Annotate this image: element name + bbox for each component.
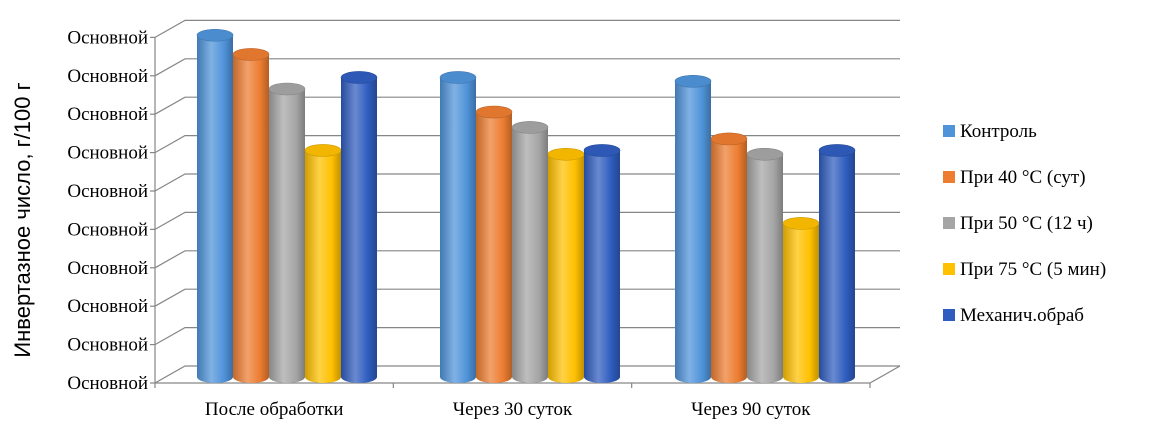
gridline [154, 365, 900, 384]
bar-body [711, 138, 747, 383]
legend-item: При 75 °С (5 мин) [943, 259, 1106, 280]
legend-item: Контроль [943, 121, 1037, 142]
bar-body [783, 223, 819, 383]
bar-top [511, 121, 549, 134]
y-tick-label: Основной [67, 335, 148, 356]
bar [547, 147, 585, 383]
gridline [154, 96, 900, 115]
legend-swatch [943, 263, 955, 275]
legend: Контроль При 40 °С (сут) При 50 °С (12 ч) П… [943, 121, 1106, 326]
gridlines [154, 19, 900, 384]
bar [232, 48, 270, 383]
y-tick-label: Основной [67, 373, 148, 394]
category-label: Через 90 суток [691, 399, 811, 420]
bar-body [512, 127, 548, 384]
gridline [154, 288, 900, 307]
gridline [154, 211, 900, 230]
bars [196, 28, 856, 384]
gridline [154, 250, 900, 269]
bar-body [584, 150, 620, 383]
bar [782, 217, 820, 383]
floor-edge [869, 365, 901, 384]
bar [475, 105, 513, 383]
bar-top [304, 144, 342, 157]
bar-body [476, 112, 512, 383]
bar-body [341, 77, 377, 383]
bar-top [547, 147, 585, 161]
legend-swatch [943, 125, 955, 137]
bar [511, 121, 549, 384]
gridline [154, 135, 900, 154]
y-tick-labels: Основной Основной Основной Основной Основной… [67, 27, 148, 394]
legend-label: Контроль [960, 121, 1037, 142]
legend-label: При 40 °С (сут) [960, 167, 1086, 188]
gridline [154, 173, 900, 192]
y-tick-label: Основной [67, 143, 148, 164]
bar-top [674, 75, 712, 88]
y-tick-label: Основной [67, 104, 148, 125]
bar-top [268, 82, 306, 96]
y-tick-label: Основной [67, 258, 148, 279]
category-label: После обработки [205, 399, 344, 420]
bar [196, 28, 234, 384]
y-tick-label: Основной [67, 27, 148, 48]
bar [710, 132, 748, 383]
bar [304, 144, 342, 383]
gridline [154, 327, 900, 346]
bar-body [305, 150, 341, 383]
legend-item: Механич.обраб [943, 305, 1084, 326]
bar [268, 82, 306, 383]
legend-swatch [943, 217, 955, 229]
legend-item: При 50 °С (12 ч) [943, 213, 1093, 234]
bar-top [583, 144, 621, 157]
bar-body [440, 77, 476, 383]
y-axis-title: Инвертазное число, г/100 г [10, 82, 35, 357]
bar-top [818, 144, 856, 157]
legend-item: При 40 °С (сут) [943, 167, 1086, 188]
bar-top [746, 147, 784, 161]
legend-label: При 50 °С (12 ч) [960, 213, 1093, 234]
category-label: Через 30 суток [453, 399, 573, 420]
bar [818, 144, 856, 383]
y-tick-label: Основной [67, 219, 148, 240]
bar-body [197, 35, 233, 384]
bar-top [782, 217, 820, 230]
bar-body [548, 154, 584, 383]
legend-swatch [943, 309, 955, 321]
y-tick-label: Основной [67, 296, 148, 317]
legend-label: При 75 °С (5 мин) [960, 259, 1106, 280]
bar [439, 71, 477, 383]
bar-body [269, 89, 305, 383]
bar-body [233, 54, 269, 383]
y-tick-label: Основной [67, 66, 148, 87]
axes [150, 36, 901, 388]
legend-swatch [943, 171, 955, 183]
bar-top [475, 105, 513, 119]
bar-body [819, 150, 855, 383]
gridline [154, 19, 900, 38]
bar-top [196, 28, 234, 42]
bar-top [232, 48, 270, 61]
bar [340, 71, 378, 383]
legend-label: Механич.обраб [960, 305, 1084, 326]
bar-top [340, 71, 378, 84]
category-labels: После обработки Через 30 суток Через 90 су… [205, 399, 811, 420]
bar [746, 147, 784, 383]
gridline [154, 58, 900, 77]
y-tick-label: Основной [67, 181, 148, 202]
bar-top [710, 132, 748, 146]
bar-body [747, 154, 783, 383]
bar [583, 144, 621, 383]
bar [674, 75, 712, 383]
bar-top [439, 71, 477, 84]
bar-body [675, 81, 711, 383]
